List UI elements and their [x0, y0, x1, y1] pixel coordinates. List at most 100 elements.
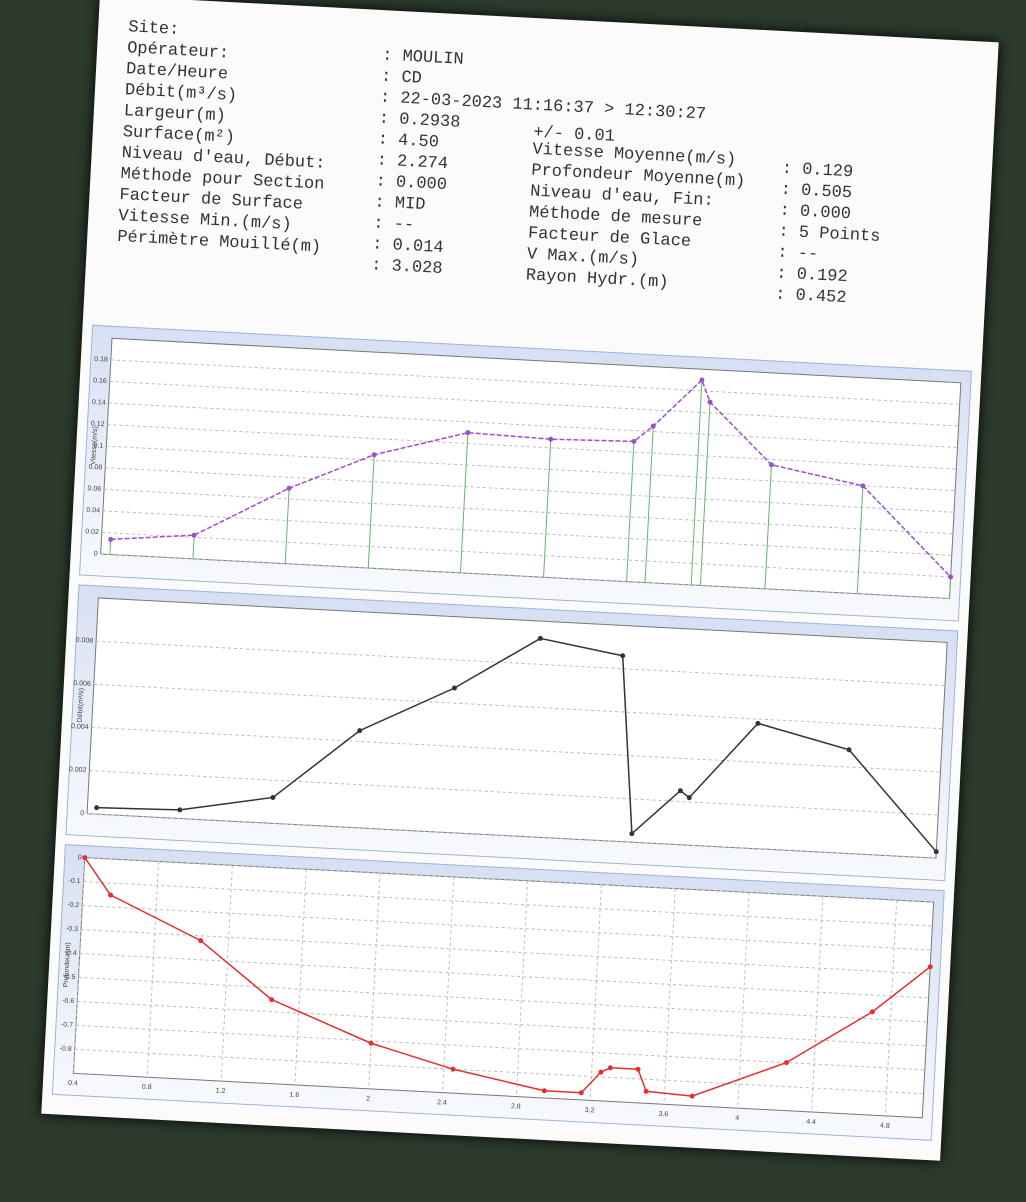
- data-point: [755, 720, 761, 726]
- y-tick-label: 0: [80, 810, 84, 817]
- grid-line: [79, 952, 929, 999]
- x-tick-label: 4: [735, 1115, 739, 1122]
- grid-line: [663, 888, 676, 1105]
- y-tick-label: 0.02: [85, 528, 99, 536]
- station-stem: [543, 439, 552, 578]
- x-tick-label: 1.6: [289, 1091, 299, 1099]
- station-stem: [690, 380, 703, 585]
- x-tick-label: 2: [366, 1096, 370, 1103]
- grid-line: [294, 869, 307, 1085]
- data-point: [270, 794, 276, 800]
- grid-line: [102, 510, 952, 556]
- y-tick-label: 0.16: [93, 377, 107, 385]
- field-value: : 0.129: [781, 160, 853, 183]
- grid-line: [146, 861, 160, 1078]
- data-point: [699, 377, 705, 383]
- y-tick-label: 0.1: [93, 442, 103, 450]
- field-value: : 0.192: [776, 264, 848, 287]
- grid-line: [884, 900, 898, 1116]
- field-value: : 0.000: [375, 172, 447, 195]
- data-point: [371, 452, 377, 458]
- x-tick-label: 4.8: [880, 1122, 890, 1130]
- y-tick-label: 0: [94, 551, 98, 558]
- y-tick-label: -0.2: [67, 902, 80, 910]
- y-tick-label: 0.12: [91, 421, 105, 429]
- y-axis-label: Profondeur(m): [63, 942, 72, 987]
- data-point: [686, 795, 692, 801]
- grid-line: [77, 1000, 927, 1047]
- precision: +/- 0.01: [533, 124, 616, 147]
- station-stem: [856, 485, 864, 594]
- y-tick-label: 0.008: [75, 637, 93, 645]
- field-value: : MID: [374, 193, 426, 215]
- data-point: [948, 574, 954, 580]
- data-point: [451, 685, 457, 691]
- y-axis-label: Vitesse(m/s): [90, 426, 99, 465]
- field-value: : 0.000: [779, 202, 851, 225]
- grid-line: [101, 531, 951, 578]
- y-tick-label: 0.004: [71, 723, 89, 731]
- grid-line: [737, 892, 750, 1109]
- data-point: [631, 438, 637, 444]
- grid-line: [442, 876, 455, 1093]
- data-point: [578, 1090, 584, 1096]
- field-value: : 5 Points: [778, 223, 881, 247]
- data-point: [643, 1088, 649, 1094]
- data-point: [598, 1069, 604, 1075]
- field-value: : CD: [381, 68, 423, 89]
- y-axis-label: Débit(m³/s): [77, 688, 86, 723]
- station-stem: [192, 535, 195, 559]
- grid-line: [93, 683, 943, 730]
- y-tick-label: -0.6: [62, 997, 75, 1005]
- station-stem: [460, 432, 469, 573]
- grid-line: [107, 424, 957, 470]
- field-value: : 0.2938: [378, 109, 461, 132]
- paper-sheet: Site: Opérateur: Date/Heure Débit(m³/s) Larg…: [41, 0, 999, 1161]
- grid-line: [109, 380, 959, 427]
- y-tick-label: -0.8: [59, 1045, 72, 1053]
- grid-line: [108, 402, 958, 449]
- data-point: [357, 728, 363, 734]
- station-stem: [284, 488, 290, 564]
- report: Site:Opérateur:Date/Heure Débit(m³/s) Larg…: [51, 18, 972, 1141]
- data-point: [629, 831, 635, 837]
- station-stem: [109, 539, 112, 555]
- data-point: [108, 536, 114, 542]
- field-value: : 4.50: [377, 130, 439, 152]
- field-value: : --: [777, 244, 819, 265]
- grid-line: [91, 726, 941, 773]
- data-point: [650, 423, 656, 429]
- grid-line: [220, 865, 233, 1082]
- y-tick-label: -0.4: [65, 950, 78, 958]
- grid-line: [100, 553, 950, 600]
- field-value: : 2.274: [376, 151, 448, 174]
- y-tick-label: -0.1: [68, 878, 81, 886]
- grid-line: [96, 640, 945, 687]
- data-point: [620, 653, 626, 659]
- data-point: [933, 849, 939, 855]
- data-point: [707, 399, 713, 405]
- y-tick-label: 0.14: [92, 399, 106, 407]
- grid-line: [105, 467, 955, 513]
- grid-line: [82, 905, 932, 951]
- data-point: [677, 788, 683, 794]
- data-point: [768, 462, 774, 468]
- data-point: [465, 430, 471, 436]
- plot-area: [72, 857, 935, 1119]
- data-point: [82, 855, 88, 861]
- data-point: [177, 807, 183, 813]
- data-point: [689, 1093, 695, 1099]
- field-label: Largeur(m): [123, 102, 226, 126]
- y-tick-label: -0.5: [63, 974, 76, 982]
- grid-line: [75, 1024, 925, 1071]
- data-point: [450, 1066, 456, 1072]
- grid-line: [78, 976, 928, 1023]
- station-stem: [626, 441, 635, 582]
- grid-line: [87, 813, 936, 859]
- y-tick-label: 0.06: [87, 485, 101, 493]
- data-point: [548, 436, 554, 442]
- y-tick-label: 0.08: [88, 464, 102, 472]
- data-point: [783, 1060, 789, 1066]
- station-stem: [699, 402, 711, 586]
